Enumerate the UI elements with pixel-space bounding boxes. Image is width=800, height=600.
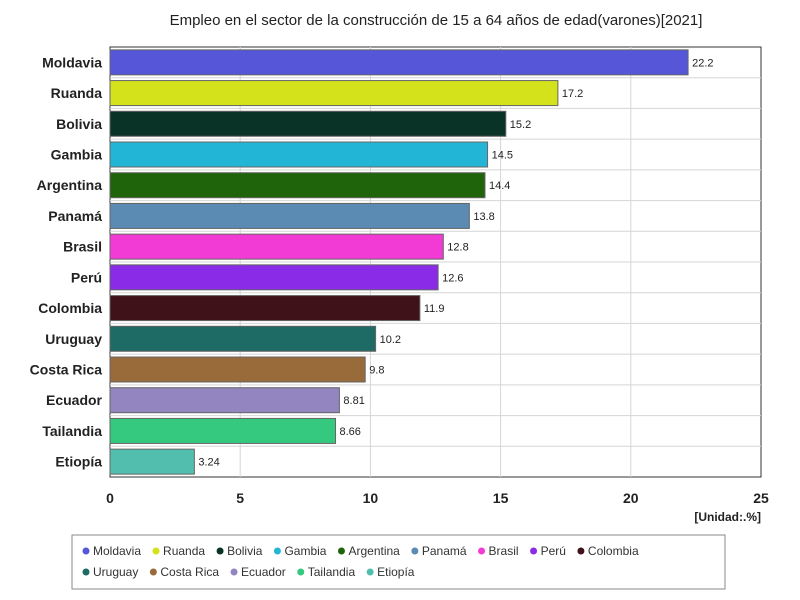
value-label: 12.6 (442, 272, 463, 284)
value-label: 12.8 (447, 242, 468, 254)
value-label: 8.81 (343, 395, 364, 407)
category-label: Ruanda (51, 85, 103, 101)
value-label: 11.9 (424, 303, 445, 315)
value-label: 9.8 (369, 365, 384, 377)
legend-label: Ecuador (241, 565, 286, 579)
bars (109, 49, 689, 475)
legend-marker (216, 547, 224, 555)
value-label: 8.66 (340, 426, 361, 438)
category-label: Argentina (37, 177, 103, 193)
bar (109, 387, 340, 414)
bar (109, 233, 444, 260)
legend-marker (230, 568, 238, 576)
x-tick-label: 15 (493, 490, 509, 506)
legend-label: Brasil (489, 544, 519, 558)
value-label: 10.2 (380, 334, 401, 346)
legend-label: Ruanda (163, 544, 205, 558)
x-tick-label: 10 (363, 490, 379, 506)
legend-label: Moldavia (93, 544, 141, 558)
value-label: 15.2 (510, 119, 531, 131)
value-labels: 22.2 17.2 15.2 14.5 14.4 13.8 12.8 12.6 11.9 10.2… (198, 57, 713, 468)
legend-marker (152, 547, 160, 555)
category-label: Colombia (38, 300, 102, 316)
value-label: 14.5 (492, 150, 513, 162)
value-label: 22.2 (692, 57, 713, 69)
legend-label: Etiopía (377, 565, 415, 579)
category-label: Uruguay (45, 331, 102, 347)
bar (109, 356, 366, 383)
legend-marker (297, 568, 305, 576)
legend-marker (82, 568, 90, 576)
legend-marker (273, 547, 281, 555)
category-label: Brasil (63, 239, 102, 255)
x-tick-label: 5 (236, 490, 244, 506)
bar (109, 448, 195, 475)
x-tick-label: 25 (753, 490, 769, 506)
bar (109, 295, 421, 322)
legend-label: Gambia (284, 544, 326, 558)
bar (109, 202, 470, 229)
legend-label: Perú (541, 544, 566, 558)
legend-label: Argentina (348, 544, 400, 558)
value-label: 13.8 (473, 211, 494, 223)
legend-marker (577, 547, 585, 555)
x-tick-label: 0 (106, 490, 114, 506)
category-label: Gambia (51, 147, 103, 163)
legend-marker (478, 547, 486, 555)
legend-marker (366, 568, 374, 576)
bar (109, 49, 689, 76)
value-label: 14.4 (489, 180, 510, 192)
category-label: Perú (71, 269, 102, 285)
category-labels: Moldavia Ruanda Bolivia Gambia Argentina Pana… (30, 54, 103, 469)
bar (109, 325, 377, 352)
value-label: 3.24 (198, 457, 219, 469)
chart-title: Empleo en el sector de la construcción d… (170, 12, 703, 29)
legend-box (71, 534, 726, 590)
legend-label: Bolivia (227, 544, 263, 558)
value-label: 17.2 (562, 88, 583, 100)
bar (109, 417, 337, 444)
legend-label: Uruguay (93, 565, 138, 579)
legend-marker (82, 547, 90, 555)
bar (109, 264, 439, 291)
legend-marker (411, 547, 419, 555)
x-axis-ticks: 0 5 10 15 20 25 (106, 490, 769, 506)
category-label: Etiopía (55, 454, 102, 470)
legend-label: Costa Rica (160, 565, 219, 579)
bar (109, 172, 486, 199)
unit-label: [Unidad:.%] (694, 510, 761, 524)
category-label: Panamá (48, 208, 102, 224)
bar (109, 80, 559, 107)
category-label: Tailandia (42, 423, 102, 439)
x-tick-label: 20 (623, 490, 639, 506)
category-label: Ecuador (46, 392, 103, 408)
legend-label: Tailandia (308, 565, 356, 579)
category-label: Bolivia (56, 116, 102, 132)
bar (109, 110, 507, 137)
category-label: Costa Rica (30, 362, 103, 378)
category-label: Moldavia (42, 54, 102, 70)
bar (109, 141, 489, 168)
legend-label: Panamá (422, 544, 467, 558)
legend-marker (530, 547, 538, 555)
legend-marker (337, 547, 345, 555)
legend: Moldavia Ruanda Bolivia Gambia Argentina Pana… (71, 534, 726, 590)
legend-marker (149, 568, 157, 576)
legend-label: Colombia (588, 544, 639, 558)
